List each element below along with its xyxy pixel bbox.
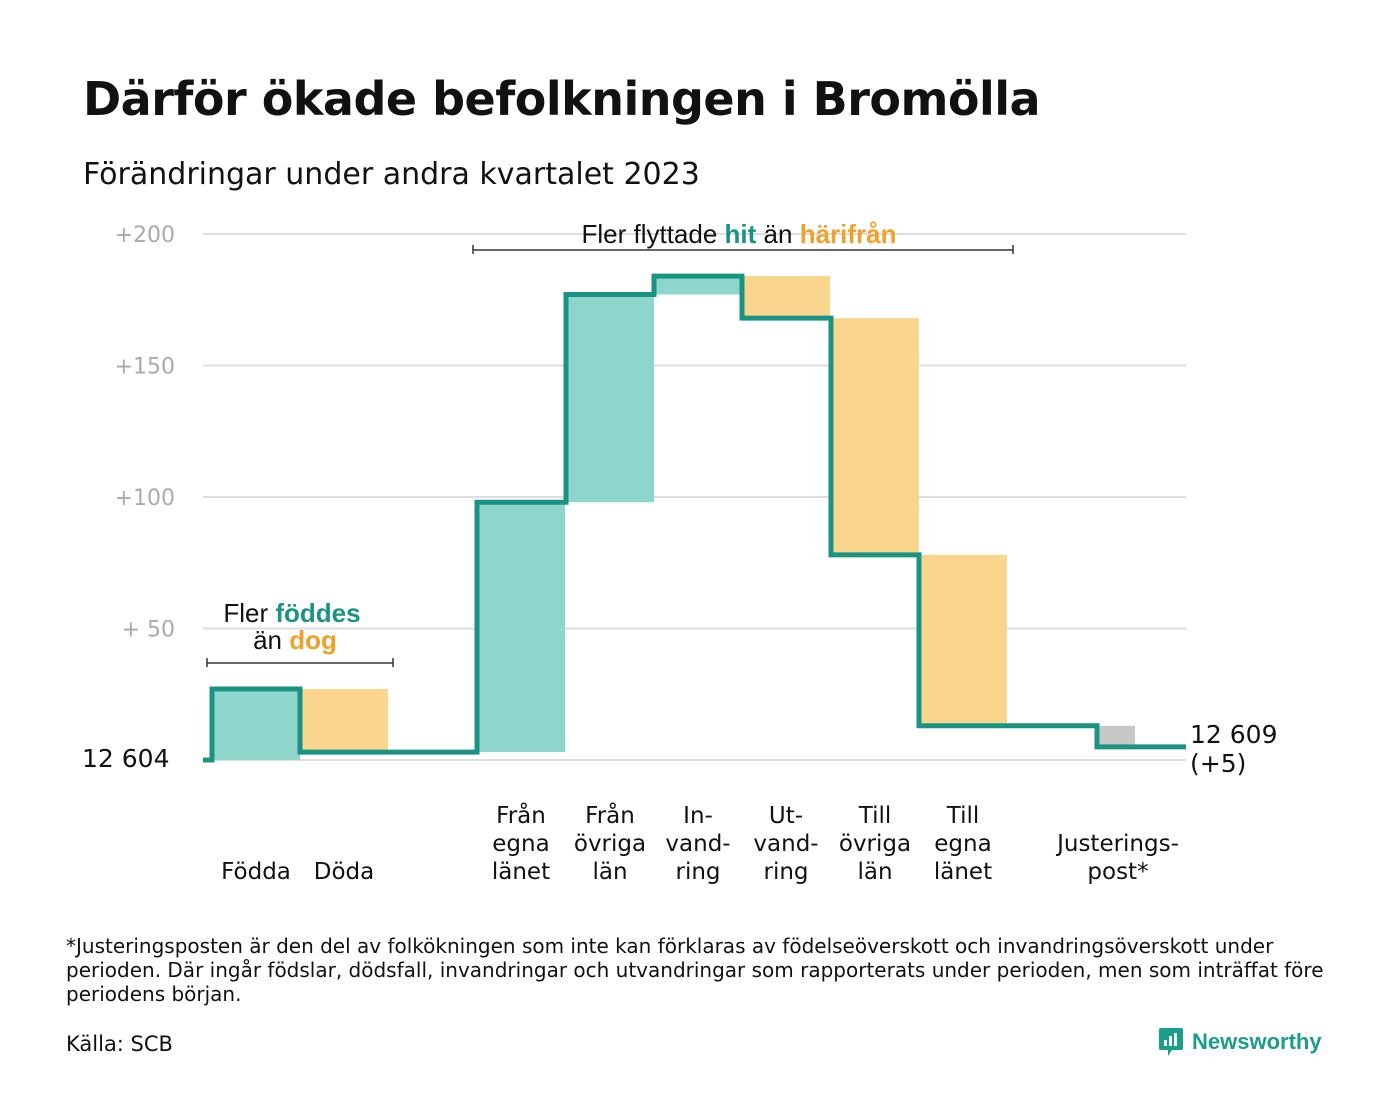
y-tick-label: +100 xyxy=(115,486,175,511)
y-tick-label: + 50 xyxy=(122,618,175,643)
category-label: övriga xyxy=(839,831,911,857)
category-label: länet xyxy=(934,859,992,885)
category-label: vand- xyxy=(753,831,818,857)
newsworthy-logo: Newsworthy xyxy=(1158,1027,1322,1057)
page-subtitle: Förändringar under andra kvartalet 2023 xyxy=(83,157,700,192)
bar-chart-speech-icon xyxy=(1159,1028,1183,1056)
annotation-bracket-migration xyxy=(472,245,1014,254)
category-label: ring xyxy=(675,859,720,885)
waterfall-bar xyxy=(1097,725,1135,747)
category-label: Till xyxy=(946,803,980,829)
category-label: Från xyxy=(585,801,635,829)
category-label: post* xyxy=(1087,859,1148,885)
category-label: länet xyxy=(492,859,550,885)
category-label: Från xyxy=(496,801,546,829)
category-label: egna xyxy=(492,831,549,857)
category-label: Till xyxy=(858,803,892,829)
source-credit: Källa: SCB xyxy=(66,1032,173,1056)
waterfall-bar xyxy=(477,502,565,753)
waterfall-bar xyxy=(212,688,300,760)
y-tick-label: +200 xyxy=(115,223,175,248)
end-value-label: 12 609 xyxy=(1190,720,1277,749)
annotation-births-line2: än dog xyxy=(253,625,337,655)
waterfall-chart: +200 +150 +100 + 50 12 604 12 609(+5) Födda Död… xyxy=(82,219,1277,885)
waterfall-bar xyxy=(300,688,388,753)
waterfall-bar xyxy=(654,276,742,295)
category-label: Födda xyxy=(221,859,291,885)
logo-text: Newsworthy xyxy=(1192,1029,1322,1054)
page-title: Därför ökade befolkningen i Bromölla xyxy=(83,72,1041,126)
waterfall-bar xyxy=(831,318,919,555)
category-label: län xyxy=(857,859,892,885)
annotation-migration: Fler flyttade hit än härifrån xyxy=(581,219,896,249)
waterfall-bar xyxy=(742,276,830,319)
category-label: ring xyxy=(763,859,808,885)
category-label: vand- xyxy=(665,831,730,857)
category-label: In- xyxy=(683,803,713,829)
annotation-bracket-births xyxy=(206,658,394,667)
category-label: övriga xyxy=(574,831,646,857)
waterfall-bar xyxy=(919,554,1007,726)
category-label: Döda xyxy=(314,859,374,885)
waterfall-bar xyxy=(566,294,654,503)
annotation-births-line1: Fler föddes xyxy=(223,598,360,628)
category-label: Justerings- xyxy=(1055,831,1179,857)
footnote: *Justeringsposten är den del av folkökni… xyxy=(66,934,1324,1006)
end-change-label: (+5) xyxy=(1190,749,1246,778)
category-label: län xyxy=(592,859,627,885)
category-label: Ut- xyxy=(769,803,803,829)
y-tick-label: +150 xyxy=(115,355,175,380)
cumulative-step-line xyxy=(203,273,1186,763)
start-value-label: 12 604 xyxy=(82,744,169,773)
category-label: egna xyxy=(934,831,991,857)
